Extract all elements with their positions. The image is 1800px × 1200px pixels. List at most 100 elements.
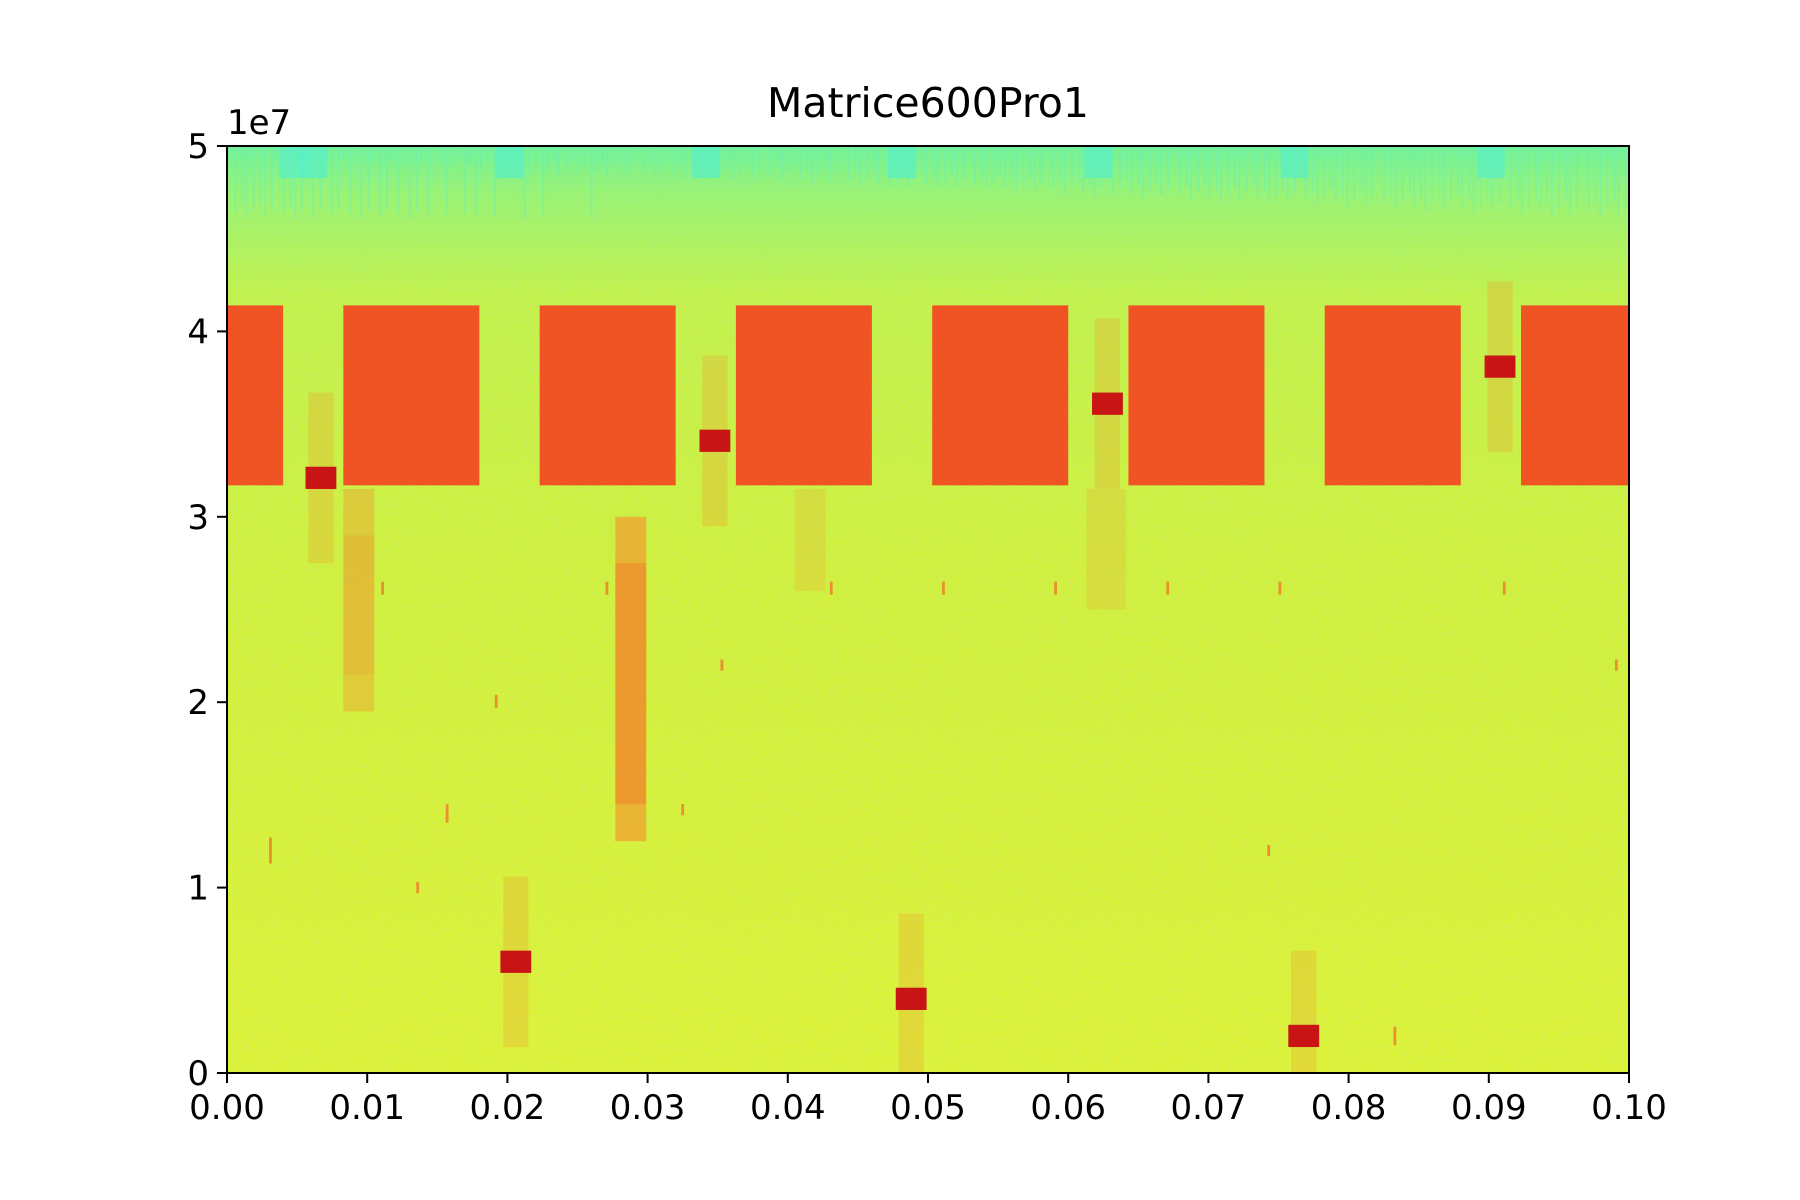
- top-band-streak: [1535, 146, 1538, 199]
- top-band-streak: [1275, 146, 1278, 196]
- top-band-streak: [661, 146, 664, 169]
- x-tick-label: 0.06: [1030, 1088, 1106, 1128]
- top-band-streak: [1468, 146, 1471, 200]
- top-band-streak: [680, 146, 683, 167]
- top-band-streak: [1126, 146, 1129, 181]
- top-band-streak: [553, 146, 556, 162]
- top-band-streak: [1330, 146, 1333, 190]
- faint-emissions-layer: [794, 488, 1126, 610]
- short-trace: [1502, 581, 1506, 595]
- top-band-streak: [282, 146, 285, 214]
- top-band-streak: [859, 146, 862, 185]
- top-band-streak: [769, 146, 772, 176]
- short-trace: [1166, 581, 1170, 595]
- top-band-streak: [312, 146, 315, 217]
- top-band-streak: [415, 146, 418, 212]
- short-trace: [1393, 1026, 1397, 1046]
- top-band-streak: [780, 146, 783, 181]
- short-trace: [445, 804, 449, 823]
- top-band-streak: [866, 146, 869, 178]
- top-band-streak: [728, 146, 731, 168]
- top-band-streak: [1022, 146, 1025, 186]
- top-band-streak: [1516, 146, 1519, 201]
- short-trace: [416, 882, 420, 894]
- top-band-streak: [1613, 146, 1616, 203]
- top-band-streak: [1312, 146, 1315, 192]
- top-band-streak: [999, 146, 1002, 176]
- burst: [1092, 392, 1123, 415]
- top-band-streak: [806, 146, 809, 172]
- top-band-streak: [985, 146, 988, 190]
- top-band-streak: [475, 146, 478, 218]
- top-band-streak: [300, 146, 303, 212]
- top-band-streak: [1461, 146, 1464, 207]
- top-band-streak: [776, 146, 779, 169]
- top-band-streak: [349, 146, 352, 213]
- top-band-streak: [721, 146, 724, 175]
- y-tick-label: 5: [187, 127, 209, 167]
- top-band-streak: [1353, 146, 1356, 200]
- top-band-streak: [1003, 146, 1006, 188]
- top-band-streak: [1204, 146, 1207, 185]
- bursts-layer: [305, 281, 1516, 1073]
- y-tick-label: 1: [187, 869, 209, 909]
- weak-emission-core: [615, 563, 647, 805]
- top-band-streak: [1550, 146, 1553, 216]
- top-band-streak: [1624, 146, 1627, 208]
- top-band-streak: [445, 146, 448, 215]
- x-tick-label: 0.01: [329, 1088, 405, 1128]
- top-band-patch: [888, 146, 917, 178]
- top-band-streak: [1059, 146, 1062, 182]
- top-band-streak: [732, 146, 735, 180]
- top-band-streak: [1509, 146, 1512, 208]
- top-band-streak: [817, 146, 820, 177]
- top-band-streak: [371, 146, 374, 163]
- top-band-streak: [1528, 146, 1531, 206]
- short-trace: [681, 804, 685, 816]
- top-band-streak: [992, 146, 995, 183]
- burst: [1288, 1024, 1320, 1048]
- top-band-streak: [672, 146, 675, 174]
- top-band-streak: [1360, 146, 1363, 193]
- top-band-patch: [1476, 146, 1505, 178]
- top-band-streak: [668, 146, 671, 162]
- top-band-streak: [259, 146, 262, 204]
- x-tick-label: 0.10: [1591, 1088, 1667, 1128]
- top-band-streak: [1546, 146, 1549, 204]
- short-trace: [720, 659, 724, 671]
- top-band-streak: [1442, 146, 1445, 209]
- y-tick-label: 2: [187, 683, 209, 723]
- top-band-streak: [367, 146, 370, 211]
- top-band-streak: [1141, 146, 1144, 198]
- top-band-streak: [654, 146, 657, 176]
- top-band-streak: [746, 146, 749, 166]
- short-trace: [1278, 581, 1282, 595]
- top-band-streak: [1539, 146, 1542, 211]
- top-band-streak: [479, 146, 482, 170]
- top-band-streak: [523, 146, 526, 219]
- top-band-streak: [847, 146, 850, 180]
- top-band-streak: [1033, 146, 1036, 191]
- weak-emission-core: [343, 535, 375, 675]
- top-band-streak: [981, 146, 984, 178]
- top-band-streak: [944, 146, 947, 182]
- short-trace: [1267, 844, 1271, 857]
- top-band-streak: [631, 146, 634, 166]
- top-band-streak: [546, 146, 549, 169]
- short-trace: [494, 694, 498, 708]
- top-band-streak: [1431, 146, 1434, 204]
- faint-emission: [794, 488, 826, 591]
- top-band-streak: [1238, 146, 1241, 200]
- top-band-streak: [684, 146, 687, 179]
- top-band-streak: [1052, 146, 1055, 189]
- top-band-streak: [1472, 146, 1475, 212]
- top-band-streak: [353, 146, 356, 165]
- top-band-streak: [601, 146, 604, 163]
- top-band-streak: [337, 146, 340, 208]
- top-band-streak: [1029, 146, 1032, 179]
- top-band-streak: [1010, 146, 1013, 181]
- x-tick-label: 0.02: [470, 1088, 546, 1128]
- top-band-streak: [385, 146, 388, 209]
- top-band-streak: [1420, 146, 1423, 199]
